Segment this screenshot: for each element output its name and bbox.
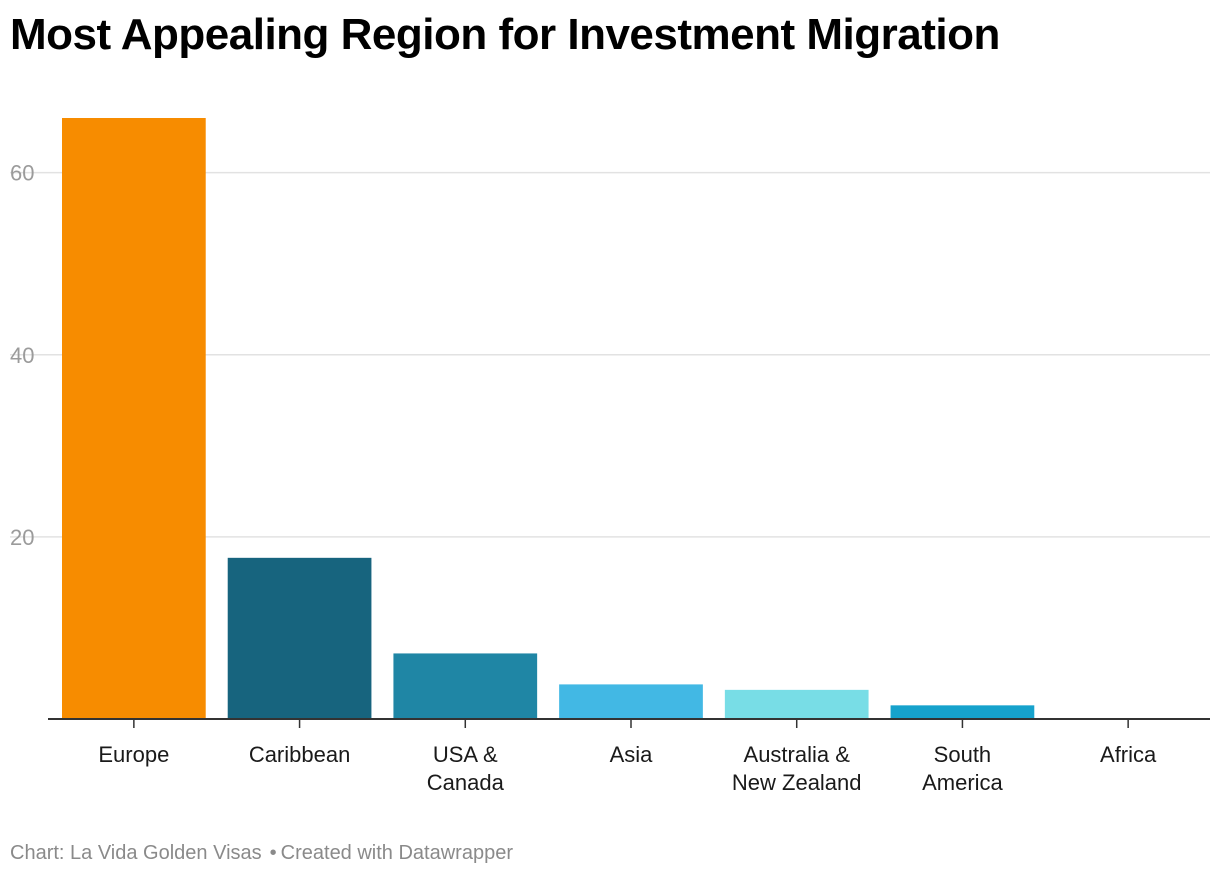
- chart-footer: Chart: La Vida Golden Visas • Created with…: [10, 842, 513, 865]
- x-tick-label: Africa: [1100, 742, 1157, 767]
- bar: [227, 557, 372, 719]
- bar: [890, 705, 1035, 719]
- y-tick-label: 20: [10, 525, 34, 550]
- x-tick-label-line: South: [934, 742, 992, 767]
- bar: [393, 653, 538, 719]
- x-tick-label: Europe: [98, 742, 169, 767]
- source-note: Chart: La Vida Golden Visas: [10, 842, 262, 864]
- x-tick-label: Caribbean: [249, 742, 351, 767]
- bars: [62, 118, 1035, 719]
- x-tick-label-line: America: [922, 770, 1003, 795]
- x-tick-label-line: Asia: [610, 742, 654, 767]
- bar: [62, 118, 206, 719]
- y-axis: 20 40 60: [10, 161, 34, 550]
- gridlines: [10, 171, 1210, 538]
- x-tick-label-line: Europe: [98, 742, 169, 767]
- y-tick-label: 40: [10, 343, 34, 368]
- x-tick-label-line: USA &: [433, 742, 498, 767]
- credit-note: Created with Datawrapper: [280, 842, 513, 864]
- x-tick-label-line: New Zealand: [732, 770, 862, 795]
- x-tick-label: Australia & New Zealand: [732, 742, 862, 795]
- x-tick-label-line: Canada: [427, 770, 505, 795]
- x-tick-label-line: Australia &: [744, 742, 851, 767]
- bar: [724, 689, 869, 719]
- bar: [559, 684, 703, 719]
- x-axis-labels: Europe Caribbean USA & Canada Asia Australia …: [98, 719, 1157, 795]
- footer-separator: •: [269, 842, 277, 864]
- x-tick-label-line: Caribbean: [249, 742, 351, 767]
- chart-title: Most Appealing Region for Investment Mig…: [10, 10, 1000, 59]
- y-tick-label: 60: [10, 161, 34, 186]
- x-tick-label: USA & Canada: [427, 742, 505, 795]
- x-tick-label: South America: [922, 742, 1003, 795]
- x-tick-label-line: Africa: [1100, 742, 1157, 767]
- x-tick-label: Asia: [610, 742, 654, 767]
